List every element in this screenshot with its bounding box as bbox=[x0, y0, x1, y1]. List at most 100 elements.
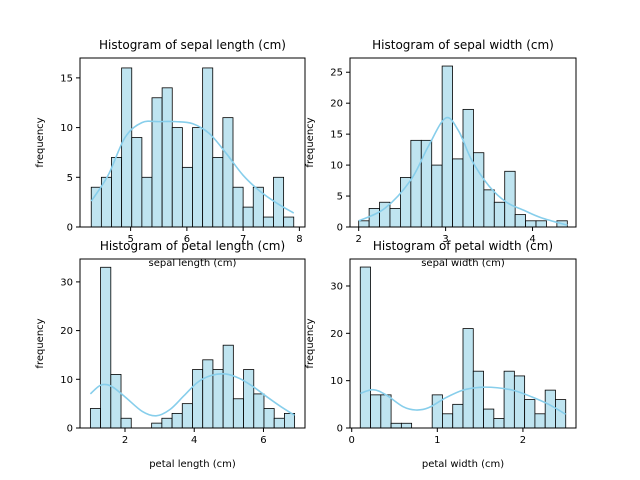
histogram-bar bbox=[151, 422, 163, 429]
histogram-bar bbox=[253, 393, 265, 429]
x-tick-label: 1 bbox=[434, 435, 440, 446]
histogram-bar bbox=[192, 127, 204, 228]
y-tick-label: 10 bbox=[330, 376, 343, 387]
y-tick-label: 25 bbox=[330, 68, 343, 79]
histogram-bar bbox=[243, 369, 255, 429]
histogram-bar bbox=[358, 220, 370, 228]
histogram-bar bbox=[544, 389, 556, 429]
histogram-bar bbox=[232, 186, 244, 228]
y-tick-label: 15 bbox=[330, 130, 343, 141]
x-tick-label: 7 bbox=[240, 234, 246, 245]
histogram-bar bbox=[400, 177, 412, 228]
kde-curve bbox=[90, 120, 295, 214]
histogram-bar bbox=[513, 375, 526, 429]
y-tick-label: 10 bbox=[330, 161, 343, 172]
y-tick-label: 20 bbox=[60, 326, 73, 337]
histogram-bar bbox=[400, 422, 413, 429]
histogram-bar bbox=[121, 67, 133, 228]
histogram-bar bbox=[111, 157, 123, 228]
histogram-bar bbox=[462, 108, 474, 228]
histogram-bar bbox=[283, 216, 295, 228]
chart-panel-1: 5 6 7 8 0 5 10 15 sepal length (cm) frequency Hist… bbox=[35, 38, 306, 269]
x-tick-label: 8 bbox=[296, 234, 302, 245]
axes-frame bbox=[79, 258, 306, 429]
y-tick-label: 10 bbox=[60, 123, 73, 134]
histogram-bar bbox=[222, 117, 234, 228]
histogram-bar bbox=[370, 394, 382, 429]
chart-title: Histogram of petal width (cm) bbox=[373, 239, 553, 253]
chart-panel-3: 2 4 6 0 10 20 30 petal length (cm) frequency Hist… bbox=[35, 239, 306, 470]
y-tick-label: 30 bbox=[60, 277, 73, 288]
x-tick-label: 3 bbox=[442, 234, 448, 245]
histogram-bar bbox=[534, 413, 546, 429]
histogram-bar bbox=[181, 166, 193, 228]
histogram-bar bbox=[192, 369, 204, 429]
x-axis-label: sepal length (cm) bbox=[149, 258, 237, 269]
y-axis-label: frequency bbox=[35, 117, 46, 167]
histogram-bar bbox=[359, 266, 371, 429]
histogram-bar bbox=[100, 266, 112, 429]
histogram-bar bbox=[389, 208, 401, 228]
histogram-bar bbox=[431, 164, 443, 228]
histogram-bar bbox=[120, 417, 132, 429]
histogram-bar bbox=[242, 206, 254, 228]
histogram-bar bbox=[441, 65, 453, 228]
histogram-bar bbox=[232, 398, 244, 429]
y-tick-label: 5 bbox=[337, 192, 343, 203]
histogram-bar bbox=[452, 158, 464, 228]
y-axis-label: frequency bbox=[305, 318, 316, 368]
x-tick-label: 2 bbox=[520, 435, 526, 446]
histogram-bar bbox=[151, 97, 163, 228]
x-axis-label: sepal width (cm) bbox=[421, 258, 505, 269]
histogram-bar bbox=[452, 403, 464, 429]
x-tick-label: 4 bbox=[191, 435, 197, 446]
y-axis-label: frequency bbox=[305, 117, 316, 167]
y-tick-label: 5 bbox=[67, 173, 73, 184]
x-tick-label: 5 bbox=[127, 234, 133, 245]
histogram-bar bbox=[222, 344, 234, 429]
histogram-bar bbox=[212, 369, 224, 429]
histogram-bar bbox=[493, 201, 506, 228]
axes-frame bbox=[79, 57, 306, 228]
histogram-bar bbox=[524, 399, 536, 429]
histogram-bar bbox=[212, 157, 224, 228]
kde-curve bbox=[358, 116, 568, 226]
histogram-bar bbox=[535, 220, 547, 228]
x-tick-label: 6 bbox=[184, 234, 190, 245]
x-tick-label: 2 bbox=[356, 234, 362, 245]
y-tick-label: 0 bbox=[337, 223, 343, 234]
histogram-bar bbox=[368, 208, 380, 228]
y-tick-label: 15 bbox=[60, 73, 73, 84]
histogram-bar bbox=[503, 370, 515, 429]
x-tick-label: 4 bbox=[529, 234, 535, 245]
histogram-bar bbox=[420, 139, 433, 228]
y-tick-label: 0 bbox=[67, 223, 73, 234]
histogram-bar bbox=[462, 328, 474, 429]
x-axis-label: petal width (cm) bbox=[422, 459, 504, 470]
y-tick-label: 20 bbox=[330, 329, 343, 340]
histogram-bar bbox=[202, 67, 214, 228]
histogram-bar bbox=[504, 170, 516, 228]
histogram-bar bbox=[514, 214, 526, 228]
histogram-bar bbox=[161, 417, 173, 429]
histogram-bar bbox=[483, 189, 495, 228]
x-tick-label: 2 bbox=[122, 435, 128, 446]
x-tick-label: 0 bbox=[349, 435, 355, 446]
axes-frame bbox=[349, 258, 577, 429]
histogram-bar bbox=[442, 413, 454, 429]
chart-panel-2: 2 3 4 0 5 10 15 20 25 sepal width (cm) frequency Hi… bbox=[305, 38, 577, 269]
histogram-bar bbox=[473, 152, 485, 228]
y-tick-label: 0 bbox=[337, 424, 343, 435]
histogram-bar bbox=[262, 216, 274, 228]
histogram-bar bbox=[380, 394, 392, 429]
histogram-bar bbox=[284, 412, 296, 429]
histogram-bar bbox=[202, 359, 214, 429]
histogram-bar bbox=[493, 418, 505, 429]
histogram-bar bbox=[390, 422, 402, 429]
chart-title: Histogram of sepal width (cm) bbox=[372, 38, 554, 52]
histogram-bar bbox=[273, 417, 285, 429]
chart-title: Histogram of sepal length (cm) bbox=[99, 38, 286, 52]
histogram-bar bbox=[171, 412, 183, 429]
